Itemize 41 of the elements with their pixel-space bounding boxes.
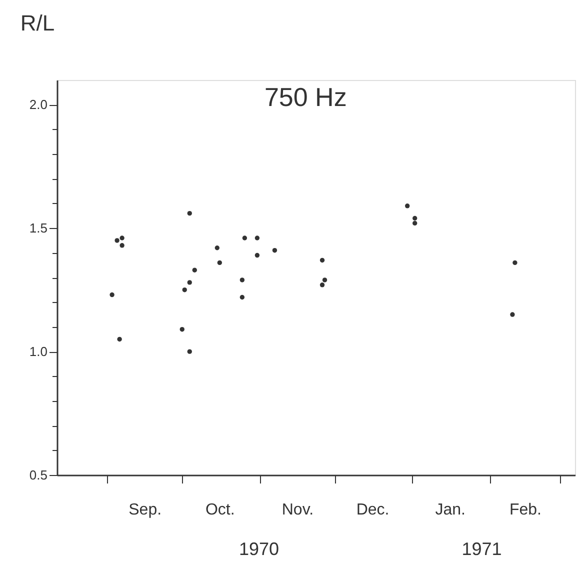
point [120, 243, 124, 248]
x-tick-label: Dec. [356, 502, 390, 518]
point [187, 280, 192, 285]
point [192, 268, 197, 272]
point [254, 236, 260, 240]
point [412, 220, 418, 226]
point [214, 246, 220, 250]
point [320, 258, 325, 263]
point [510, 312, 515, 317]
y-tick-label: 0.5 [29, 468, 48, 482]
point [240, 294, 245, 300]
y-tick-label: 2.0 [29, 97, 48, 112]
point [512, 260, 518, 266]
point [320, 282, 325, 288]
point [187, 210, 192, 216]
point [272, 248, 278, 253]
chart-title: 750 Hz [264, 82, 347, 112]
point [242, 236, 248, 240]
point [117, 336, 122, 342]
point [187, 349, 192, 354]
x-tick-label: Nov. [282, 502, 314, 518]
point [254, 252, 260, 258]
y-tick-label: 1.5 [29, 220, 48, 236]
x-tick-label: Oct. [205, 502, 235, 518]
text: 1971 [462, 539, 502, 559]
x-tick-label: Jan. [435, 502, 466, 518]
point [114, 238, 120, 243]
y-axis-title: R/L [20, 10, 55, 36]
point [217, 260, 222, 266]
point [404, 204, 410, 208]
y-tick-label: 1.0 [29, 344, 48, 360]
point [322, 278, 328, 282]
x-tick-label: Sep. [128, 502, 162, 518]
point [120, 236, 124, 240]
point [240, 278, 245, 282]
point [412, 216, 418, 221]
x-tick-label: Feb. [509, 502, 542, 518]
point [180, 327, 184, 332]
point [110, 292, 114, 298]
point [182, 288, 187, 292]
text: 1970 [238, 539, 280, 559]
